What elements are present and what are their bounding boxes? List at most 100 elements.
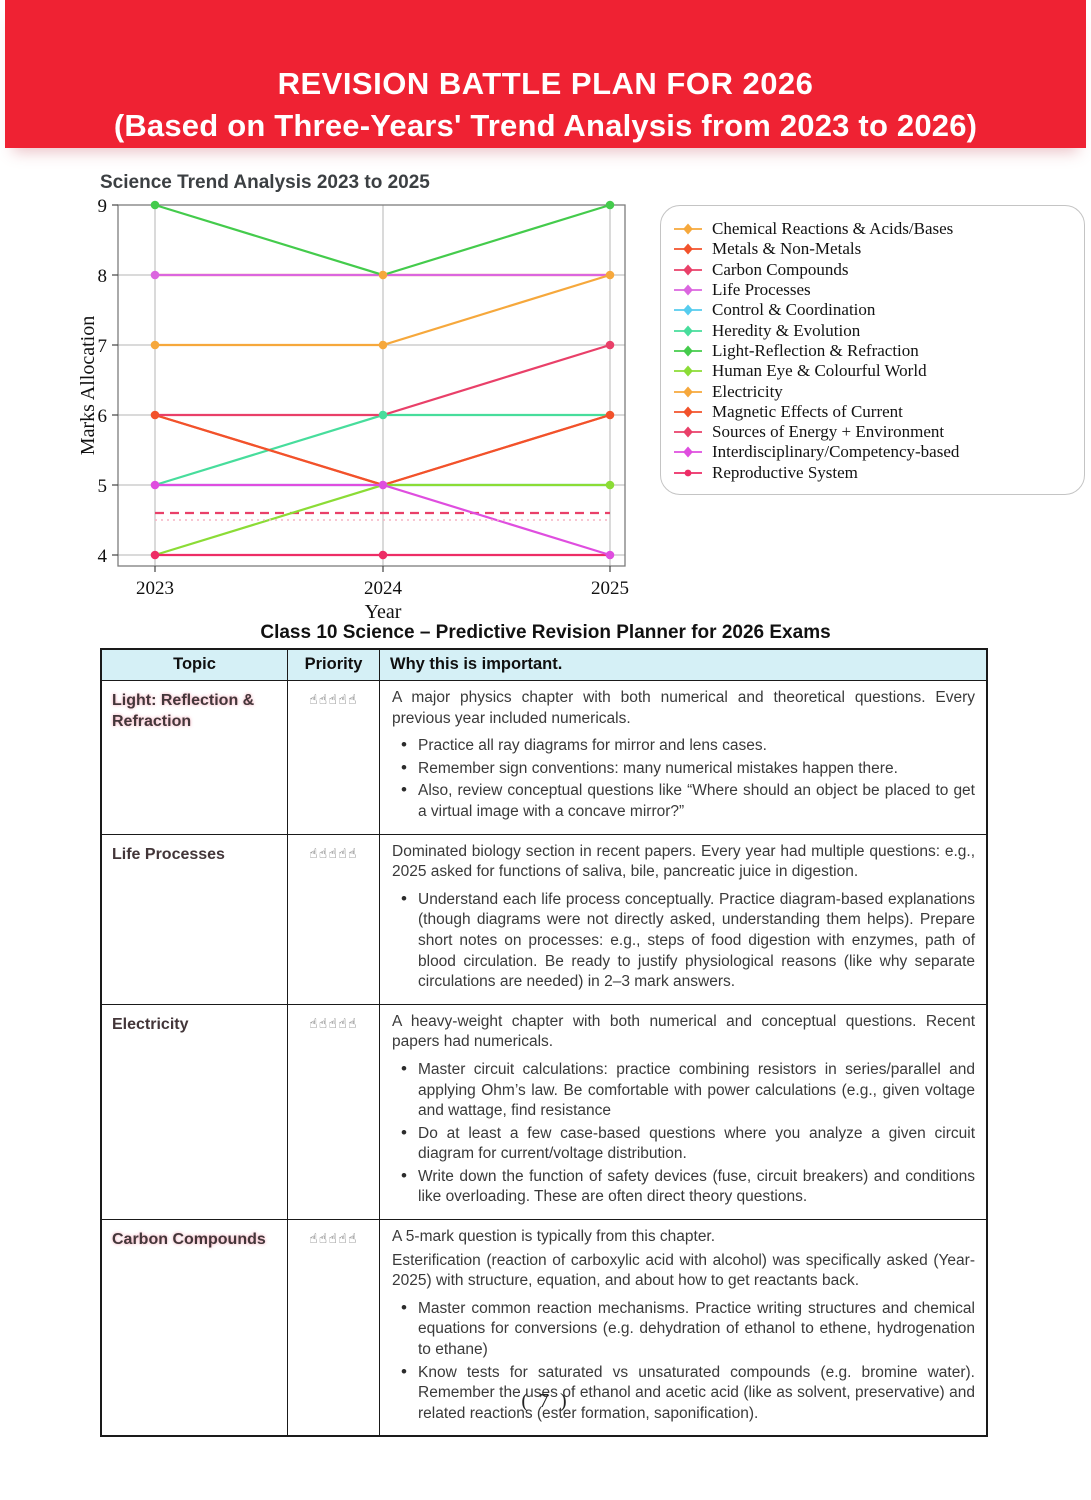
legend-marker-icon: [674, 386, 702, 398]
priority-cell: ☝☝☝☝☝: [287, 1220, 379, 1436]
thumbs-up-icon: ☝☝☝☝☝: [309, 692, 358, 708]
svg-text:7: 7: [98, 336, 108, 357]
why-paragraphs: A heavy-weight chapter with both numeric…: [392, 1012, 975, 1053]
topic-label: Life Processes: [112, 845, 225, 863]
chart-title: Science Trend Analysis 2023 to 2025: [100, 172, 430, 193]
legend-item: Life Processes: [673, 280, 1072, 300]
bullet-item: Also, review conceptual questions like “…: [392, 780, 975, 822]
why-paragraph: A heavy-weight chapter with both numeric…: [392, 1012, 975, 1051]
why-paragraph: A major physics chapter with both numeri…: [392, 689, 975, 727]
why-cell: A 5-mark question is typically from this…: [379, 1220, 986, 1436]
thumbs-up-icon: ☝☝☝☝☝: [309, 1231, 358, 1248]
legend-label: Metals & Non-Metals: [712, 239, 862, 259]
svg-text:Marks Allocation: Marks Allocation: [80, 316, 99, 455]
legend-marker-icon: [674, 469, 702, 477]
legend-marker-icon: [674, 406, 702, 418]
svg-text:2025: 2025: [591, 578, 629, 599]
svg-text:9: 9: [98, 196, 108, 217]
thumbs-up-icon: ☝☝☝☝☝: [309, 845, 358, 862]
legend-marker-icon: [674, 304, 702, 316]
why-paragraph: Dominated biology section in recent pape…: [392, 842, 975, 881]
legend-label: Carbon Compounds: [712, 259, 849, 279]
legend-item: Magnetic Effects of Current: [673, 402, 1072, 422]
why-paragraphs: Dominated biology section in recent pape…: [392, 842, 975, 883]
why-bullets: Master circuit calculations: practice co…: [392, 1059, 975, 1208]
priority-cell: ☝☝☝☝☝: [287, 1004, 379, 1220]
why-cell: Dominated biology section in recent pape…: [379, 834, 986, 1004]
legend-marker-icon: [674, 264, 702, 276]
legend-marker-icon: [674, 345, 702, 357]
table-row: Electricity ☝☝☝☝☝ A heavy-weight chapter…: [102, 1003, 986, 1220]
legend-marker-icon: [674, 365, 702, 377]
col-header-topic: Topic: [173, 655, 216, 673]
legend-label: Control & Coordination: [712, 300, 876, 320]
legend-marker-icon: [674, 243, 702, 255]
col-header-why: Why this is important.: [379, 650, 986, 680]
banner-title: REVISION BATTLE PLAN FOR 2026: [277, 66, 814, 101]
priority-cell: ☝☝☝☝☝: [287, 834, 379, 1004]
legend-label: Magnetic Effects of Current: [712, 401, 903, 421]
legend-label: Sources of Energy + Environment: [712, 422, 945, 442]
topic-label: Light: Reflection & Refraction: [112, 692, 255, 730]
legend-item: Reproductive System: [673, 463, 1072, 483]
why-paragraphs: A 5-mark question is typically from this…: [392, 1227, 975, 1292]
why-cell: A major physics chapter with both numeri…: [379, 681, 986, 834]
svg-text:2024: 2024: [364, 578, 403, 599]
bullet-item: Remember sign conventions: many numerica…: [392, 758, 975, 780]
legend-marker-icon: [674, 426, 702, 438]
svg-text:8: 8: [98, 266, 108, 287]
banner-subtitle: (Based on Three-Years' Trend Analysis fr…: [113, 108, 978, 143]
why-paragraph: A 5-mark question is typically from this…: [392, 1228, 716, 1246]
table-row: Carbon Compounds ☝☝☝☝☝ A 5-mark question…: [102, 1219, 986, 1436]
legend-label: Electricity: [712, 381, 783, 401]
topic-cell: Electricity: [102, 1005, 287, 1219]
bullet-item: Know tests for saturated vs unsaturated …: [392, 1362, 975, 1425]
bullet-item: Master common reaction mechanisms. Pract…: [392, 1298, 975, 1361]
svg-text:5: 5: [98, 476, 108, 497]
bullet-item: Write down the function of safety device…: [392, 1166, 975, 1208]
legend-label: Heredity & Evolution: [712, 320, 861, 340]
legend-item: Human Eye & Colourful World: [673, 361, 1072, 381]
legend-label: Reproductive System: [712, 462, 858, 482]
legend-item: Metals & Non-Metals: [673, 239, 1072, 259]
table-title: Class 10 Science – Predictive Revision P…: [260, 622, 831, 643]
legend-item: Chemical Reactions & Acids/Bases: [673, 219, 1072, 239]
legend-item: Electricity: [673, 381, 1072, 401]
table-row: Light: Reflection & Refraction ☝☝☝☝☝ A m…: [102, 680, 986, 834]
legend-label: Interdisciplinary/Competency-based: [712, 442, 960, 462]
legend-marker-icon: [674, 223, 702, 235]
legend-marker-icon: [674, 446, 702, 458]
table-header-row: Topic Priority Why this is important.: [102, 650, 986, 680]
priority-cell: ☝☝☝☝☝: [287, 681, 379, 834]
topic-cell: Life Processes: [102, 835, 287, 1004]
legend-marker-icon: [674, 284, 702, 296]
col-header-priority: Priority: [287, 650, 379, 680]
legend-item: Sources of Energy + Environment: [673, 422, 1072, 442]
legend-marker-icon: [674, 325, 702, 337]
legend-item: Light-Reflection & Refraction: [673, 341, 1072, 361]
legend-label: Life Processes: [712, 280, 811, 300]
bullet-item: Practice all ray diagrams for mirror and…: [392, 735, 975, 757]
legend-item: Carbon Compounds: [673, 260, 1072, 280]
topic-cell: Carbon Compounds: [102, 1220, 287, 1435]
svg-text:6: 6: [98, 406, 108, 427]
bullet-item: Do at least a few case-based questions w…: [392, 1123, 975, 1165]
trend-line-chart: 4 5 6 7 8 9 2023 2024 2025 Year Marks Allocation: [80, 196, 629, 623]
bullet-item: Master circuit calculations: practice co…: [392, 1059, 975, 1122]
legend-item: Interdisciplinary/Competency-based: [673, 442, 1072, 462]
why-bullets: Practice all ray diagrams for mirror and…: [392, 735, 975, 822]
topic-label: Carbon Compounds: [112, 1231, 266, 1249]
legend-item: Control & Coordination: [673, 300, 1072, 320]
why-bullets: Master common reaction mechanisms. Pract…: [392, 1298, 975, 1425]
bullet-item: Understand each life process conceptuall…: [392, 889, 975, 993]
chart-legend: Chemical Reactions & Acids/Bases Metals &…: [660, 205, 1085, 495]
legend-label: Human Eye & Colourful World: [712, 361, 927, 381]
svg-text:Year: Year: [365, 601, 402, 623]
topic-label: Electricity: [112, 1015, 189, 1033]
legend-label: Chemical Reactions & Acids/Bases: [712, 219, 954, 239]
why-paragraphs: A major physics chapter with both numeri…: [392, 688, 975, 729]
thumbs-up-icon: ☝☝☝☝☝: [309, 1015, 358, 1032]
legend-item: Heredity & Evolution: [673, 320, 1072, 340]
why-bullets: Understand each life process conceptuall…: [392, 889, 975, 993]
legend-label: Light-Reflection & Refraction: [712, 340, 919, 360]
